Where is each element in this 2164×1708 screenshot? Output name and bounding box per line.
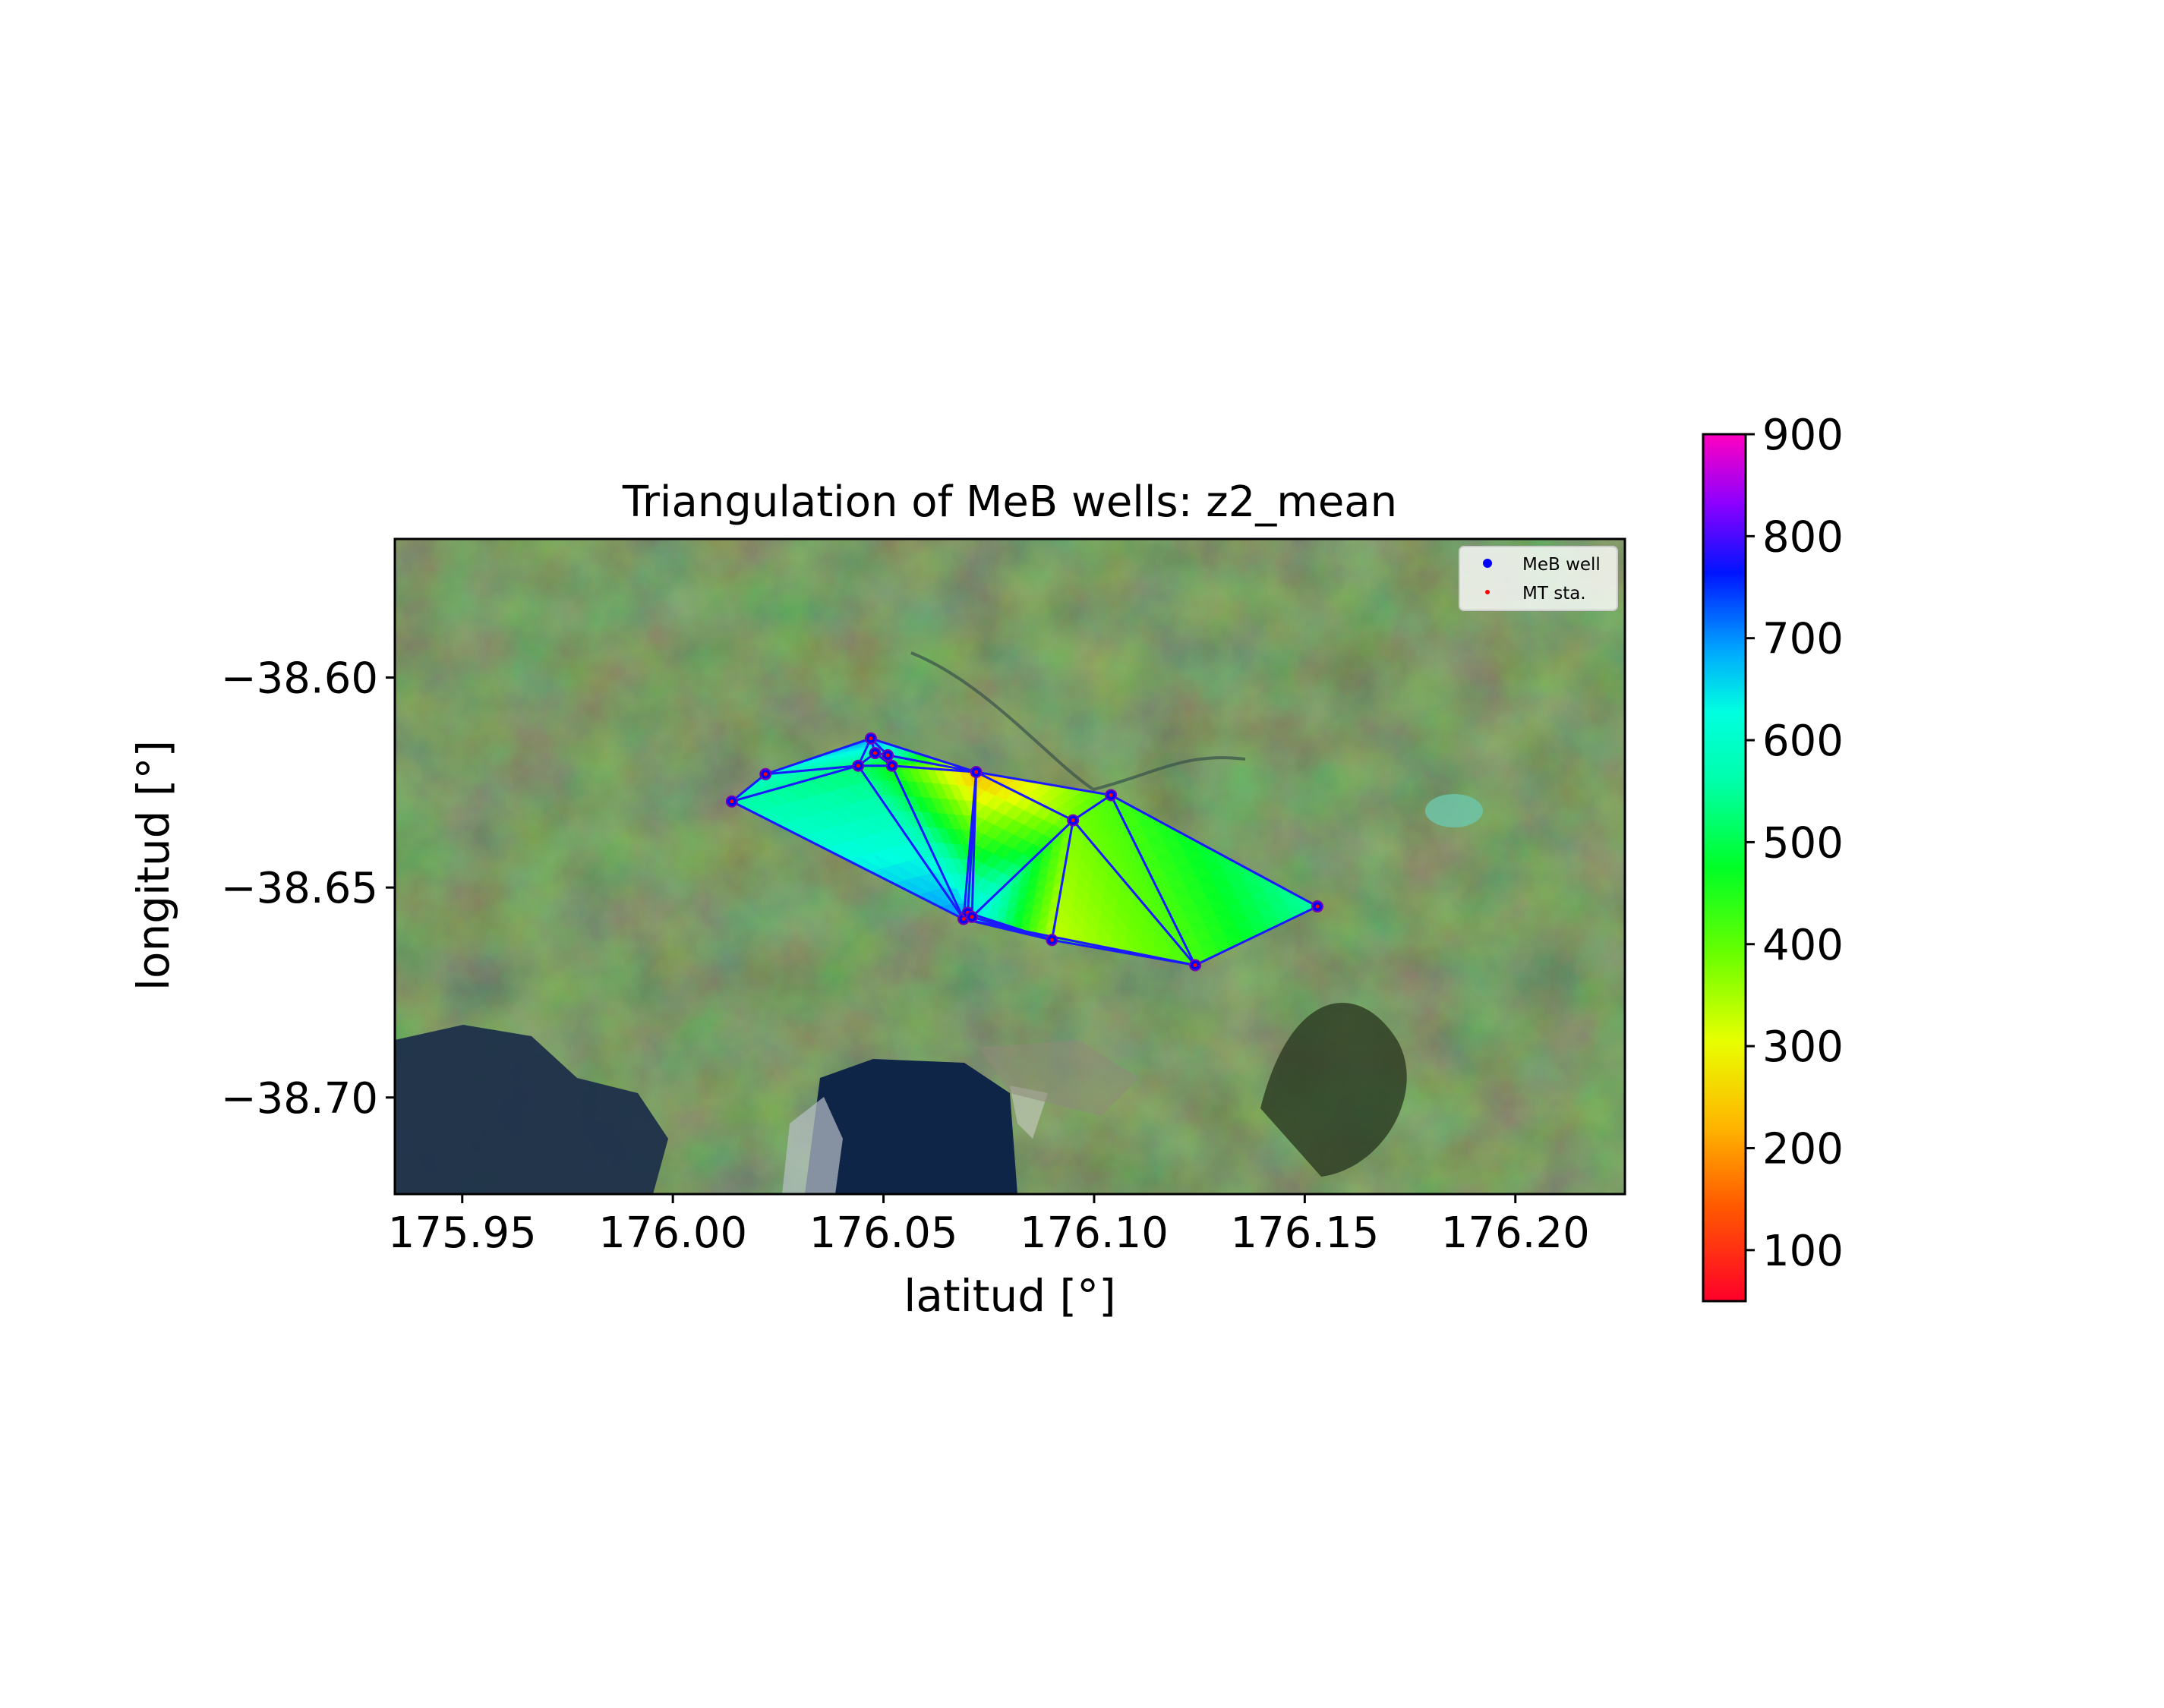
mt-station-marker [961,917,966,922]
y-axis-ticks: −38.60 −38.65 −38.70 [221,654,395,1123]
colorbar: 100 200 300 400 500 600 700 800 900 [1702,411,1844,1303]
triangulation-edge [891,764,976,774]
legend-marker-meb-well [1483,559,1492,568]
y-tick-label: −38.70 [221,1074,378,1123]
y-tick-label: −38.65 [221,864,378,913]
triangle-18 [1110,794,1319,966]
x-axis-label: latitud [°] [904,1270,1116,1322]
mt-station-marker [869,736,873,741]
x-axis-ticks: 175.95 176.00 176.05 176.10 176.15 176.20 [388,1194,1590,1258]
colorbar-tick-label: 600 [1762,717,1844,766]
mt-station-marker [1315,904,1320,909]
plot-frame [393,537,1626,1196]
colorbar-ticks: 100 200 300 400 500 600 700 800 900 [1746,411,1844,1276]
mt-station-marker [890,764,894,768]
colorbar-tick-label: 500 [1762,818,1844,868]
triangulation-edge [765,764,859,776]
triangulation-edge [1109,794,1197,966]
x-tick-label: 176.15 [1230,1209,1379,1258]
triangulation-edge [1110,794,1318,908]
x-tick-label: 176.05 [809,1209,958,1258]
x-tick-label: 176.20 [1441,1209,1590,1258]
colorbar-tick-label: 300 [1762,1023,1844,1072]
triangulation-edge [1051,820,1074,941]
colorbar-tick-label: 200 [1762,1124,1844,1174]
colorbar-tick-label: 700 [1762,615,1844,664]
triangulation-edge [731,764,859,803]
triangulation-edges [730,737,1318,966]
y-tick-label: −38.60 [221,654,378,704]
triangulation-edge [1194,905,1318,966]
legend-marker-mt-station [1485,590,1490,594]
mt-station-marker [1071,818,1075,823]
legend-box [1459,546,1618,611]
triangulation-edge [975,770,1074,821]
triangle-10 [730,765,964,920]
x-tick-label: 176.10 [1020,1209,1169,1258]
colorbar-tick-label: 800 [1762,512,1844,562]
mt-station-marker [1109,793,1113,797]
mt-station-marker [730,799,734,804]
triangle-17 [1072,794,1196,966]
triangulation-edge [857,764,965,920]
triangulation-edge [976,770,1112,796]
y-axis-label: longitud [°] [128,740,179,991]
well-markers [725,732,1323,972]
triangulation-edge [967,911,1052,941]
x-tick-label: 175.95 [388,1209,537,1258]
mt-station-marker [1049,938,1054,942]
mt-station-marker [856,764,860,768]
legend: MeB well MT sta. [1459,546,1618,611]
chart-title: Triangulation of MeB wells: z2_mean [622,477,1397,527]
legend-label-mt-station: MT sta. [1522,584,1586,603]
triangulation-edge [887,754,976,774]
legend-label-meb-well: MeB well [1522,555,1601,575]
colorbar-tick-label: 100 [1762,1227,1844,1276]
mt-station-marker [872,751,877,755]
triangulation-edge [970,771,978,917]
mt-station-marker [970,915,974,919]
triangulation-edge [891,765,965,920]
triangulation-edge [730,773,767,802]
colorbar-tick-label: 400 [1762,921,1844,970]
x-tick-label: 176.00 [598,1209,747,1258]
triangulation-edge [870,737,977,774]
triangulation-edge [1072,794,1112,821]
colorbar-gradient [1702,433,1747,1303]
colorbar-tick-label: 900 [1762,411,1844,460]
triangulation-edge [731,800,964,920]
mt-station-marker [974,770,979,774]
mt-station-marker [885,753,890,758]
triangulation-edge [1072,819,1197,966]
triangulation-edge [765,737,872,776]
triangulation-edge [971,819,1074,918]
mt-station-marker [763,772,768,777]
triangulation-edge [963,918,1196,966]
mt-station-marker [1193,963,1197,968]
